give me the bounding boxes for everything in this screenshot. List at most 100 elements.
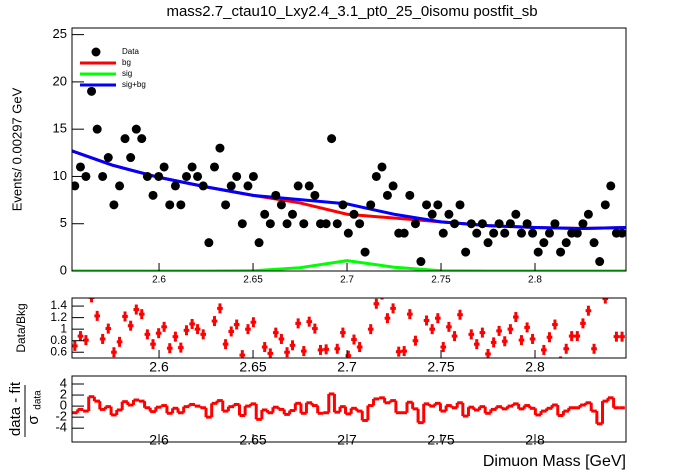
data-point (159, 162, 169, 172)
ratio-dot (251, 317, 255, 328)
y-tick-label: 4 (60, 375, 67, 390)
ratio-dot (95, 310, 99, 321)
data-point (556, 247, 566, 257)
legend-label: Data (122, 47, 139, 56)
data-point (338, 200, 348, 210)
data-point (170, 181, 180, 191)
x-tick-label: 2.75 (431, 275, 451, 286)
legend-label: bg (122, 58, 131, 67)
ratio-dot (84, 335, 88, 346)
data-point (477, 219, 487, 229)
data-point (293, 181, 303, 191)
x-tick-label: 2.6 (152, 275, 166, 286)
data-point (299, 219, 309, 229)
ratio-dot (157, 328, 161, 339)
ratio-dot (369, 324, 373, 335)
y-axis-title: Events/ 0.00297 GeV (9, 87, 24, 211)
ratio-dot (330, 276, 333, 286)
data-point (461, 247, 471, 257)
y-tick-label: 10 (53, 168, 67, 183)
y-axis-title: data - fit (7, 381, 24, 436)
ratio-dot (508, 324, 512, 335)
ratio-dot (469, 329, 473, 340)
legend-label: sig+bg (122, 80, 146, 89)
data-point (377, 162, 387, 172)
ratio-dot (430, 324, 434, 335)
ratio-dot (106, 323, 110, 334)
y-tick-label: 0 (60, 398, 67, 413)
x-tick-label: 2.7 (337, 432, 357, 448)
ratio-dot (514, 312, 518, 323)
ratio-dot (179, 342, 183, 353)
ratio-dot (307, 316, 311, 327)
y-tick-label: -2 (55, 409, 67, 424)
data-point (87, 86, 97, 96)
ratio-dot (497, 325, 501, 336)
data-point (416, 257, 426, 267)
data-point (382, 190, 392, 200)
data-point (142, 171, 152, 181)
data-point (260, 209, 270, 219)
ratio-dot (559, 356, 563, 358)
ratio-dot (73, 340, 77, 351)
ratio-dot (464, 361, 467, 371)
data-point (332, 219, 342, 229)
data-point (511, 209, 521, 219)
ratio-dot (129, 320, 133, 331)
ratio-dot (168, 343, 172, 354)
data-point (578, 219, 588, 229)
ratio-dot (123, 311, 127, 322)
x-tick-label: 2.6 (149, 432, 169, 448)
ratio-dot (235, 319, 239, 330)
ratio-dot (274, 327, 278, 338)
ratio-dot (90, 298, 94, 303)
ratio-dot (341, 327, 345, 338)
y-axis-title-sigma: σ (25, 415, 42, 425)
ratio-dot (240, 350, 244, 358)
data-point (193, 171, 203, 181)
ratio-dot (358, 342, 362, 353)
data-point (75, 162, 85, 172)
x-tick-label: 2.8 (525, 432, 545, 448)
ratio-dot (408, 309, 412, 320)
data-point (98, 171, 108, 181)
y-tick-label: 0.8 (50, 333, 67, 347)
ratio-dot (279, 333, 283, 344)
data-point (617, 228, 626, 238)
y-tick-label: 0 (60, 262, 67, 277)
x-tick-label: 2.8 (528, 275, 542, 286)
y-tick-label: -4 (55, 420, 67, 435)
ratio-dot (581, 318, 585, 329)
data-point (405, 190, 415, 200)
data-point (606, 181, 616, 191)
ratio-dot (302, 346, 306, 357)
x-tick-label: 2.65 (239, 359, 266, 375)
data-point (466, 219, 476, 229)
chart-title: mass2.7_ctau10_Lxy2.4_3.1_pt0_25_0isomu … (166, 3, 537, 20)
data-point (204, 238, 214, 248)
ratio-dot (458, 309, 462, 320)
data-point (154, 171, 164, 181)
y-tick-label: 1 (60, 321, 67, 335)
ratio-dot (425, 315, 429, 326)
x-tick-label: 2.6 (149, 359, 169, 375)
ratio-dot (475, 339, 479, 350)
ratio-dot (145, 329, 149, 340)
data-point (115, 181, 125, 191)
ratio-dot (184, 325, 188, 336)
data-point (137, 134, 147, 144)
data-point (438, 228, 448, 238)
data-point (500, 228, 510, 238)
ratio-dot (319, 344, 323, 355)
data-point (198, 181, 208, 191)
ratio-dot (620, 331, 624, 342)
data-point (489, 228, 499, 238)
y-tick-label: 0.6 (50, 344, 67, 358)
ratio-dot (419, 373, 422, 383)
data-point (310, 190, 320, 200)
y-tick-label: 15 (53, 121, 67, 136)
ratio-point (206, 367, 212, 370)
y-axis-title: Data/Bkg (14, 303, 28, 352)
ratio-dot (201, 329, 205, 340)
ratio-dot (391, 303, 395, 314)
